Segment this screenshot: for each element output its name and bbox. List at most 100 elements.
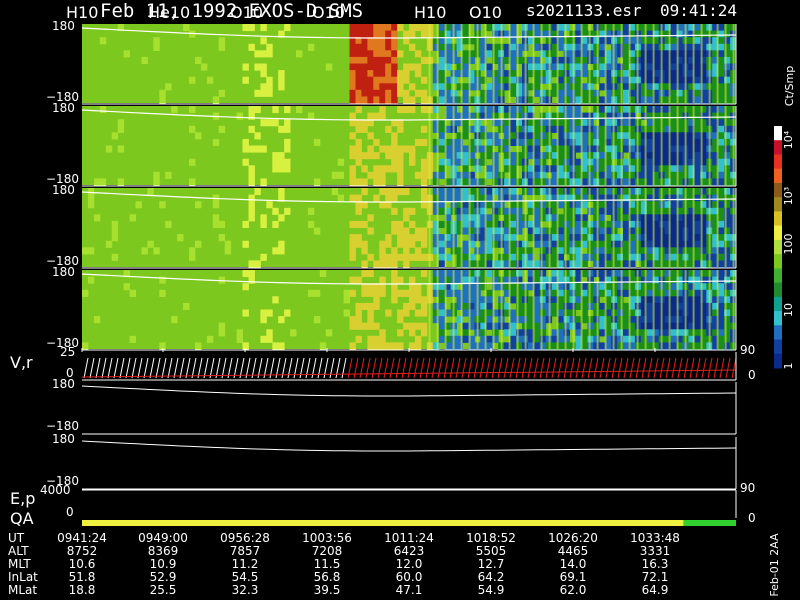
ephemeris-value: 12.7 bbox=[478, 557, 505, 571]
line-panel-2 bbox=[81, 437, 737, 490]
colorbar-segment bbox=[774, 225, 782, 241]
colorbar-segment bbox=[774, 126, 782, 141]
spectrogram-panel-1 bbox=[81, 24, 737, 105]
colorbar-segment bbox=[774, 254, 782, 269]
colorbar-segment bbox=[774, 211, 782, 227]
y-tick-max: 180 bbox=[52, 265, 75, 279]
colorbar-segment bbox=[774, 197, 782, 212]
pitch-angle-trace bbox=[81, 27, 737, 39]
ephemeris-value: 18.8 bbox=[69, 583, 96, 597]
ephemeris-value: 0956:28 bbox=[220, 531, 270, 545]
qa-bar-yellow bbox=[82, 520, 684, 526]
spectrogram-panel-2 bbox=[81, 106, 737, 187]
ephemeris-value: 54.5 bbox=[232, 570, 259, 584]
ephemeris-value: 1003:56 bbox=[302, 531, 352, 545]
ephemeris-value: 1026:20 bbox=[548, 531, 598, 545]
ephemeris-value: 3331 bbox=[640, 544, 671, 558]
colorbar-segment bbox=[774, 239, 782, 255]
ephemeris-value: 11.2 bbox=[232, 557, 259, 571]
svg-text:H10: H10 bbox=[66, 3, 98, 22]
svg-text:H10: H10 bbox=[414, 3, 446, 22]
y-tick-min: −180 bbox=[46, 172, 79, 186]
energy-tick: 4000 bbox=[40, 483, 71, 497]
ephemeris-value: 25.5 bbox=[150, 583, 177, 597]
colorbar-segment bbox=[774, 268, 782, 284]
ephemeris-value: 56.8 bbox=[314, 570, 341, 584]
ephemeris-value: 4465 bbox=[558, 544, 589, 558]
ephemeris-value: 5505 bbox=[476, 544, 507, 558]
line-y-tick-max: 180 bbox=[52, 432, 75, 446]
y-tick-min: −180 bbox=[46, 90, 79, 104]
line-y-tick-min: −180 bbox=[46, 419, 79, 433]
ephemeris-value: 62.0 bbox=[560, 583, 587, 597]
line-y-tick-min: −180 bbox=[46, 474, 79, 488]
ephemeris-value: 0941:24 bbox=[57, 531, 107, 545]
ephemeris-value: 1033:48 bbox=[630, 531, 680, 545]
ephemeris-value: 51.8 bbox=[69, 570, 96, 584]
velocity-right-tick: 0 bbox=[748, 368, 756, 382]
ephemeris-value: 64.9 bbox=[642, 583, 669, 597]
colorbar-tick: 10 bbox=[782, 303, 795, 317]
spectrogram-panel-4 bbox=[81, 270, 737, 351]
energy-right-tick: 90 bbox=[740, 481, 755, 495]
colorbar-tick: 10³ bbox=[782, 187, 795, 205]
energy-tick: 0 bbox=[66, 505, 74, 519]
footer-label: Feb-01 2AA bbox=[768, 533, 781, 597]
line-y-tick-max: 180 bbox=[52, 377, 75, 391]
ephemeris-value: 0949:00 bbox=[138, 531, 188, 545]
colorbar-segment bbox=[774, 296, 782, 312]
colorbar-segment bbox=[774, 168, 782, 184]
ephemeris-value: 10.6 bbox=[69, 557, 96, 571]
qa-label: QA bbox=[10, 509, 34, 528]
energy-right-tick: 0 bbox=[748, 511, 756, 525]
colorbar-segment bbox=[774, 353, 782, 369]
velocity-right-tick: 90 bbox=[740, 343, 755, 357]
ephemeris-value: 69.1 bbox=[560, 570, 587, 584]
y-tick-min: −180 bbox=[46, 254, 79, 268]
velocity-label: V,r bbox=[10, 353, 33, 372]
y-tick-max: 180 bbox=[52, 183, 75, 197]
ephemeris-value: 6423 bbox=[394, 544, 425, 558]
colorbar-tick: 100 bbox=[782, 234, 795, 255]
ephemeris-value: 54.9 bbox=[478, 583, 505, 597]
ephemeris-value: 7857 bbox=[230, 544, 261, 558]
colorbar-tick: 1 bbox=[782, 363, 795, 370]
plot-title: Feb 11, 1992 EXOS-D SMS bbox=[100, 0, 363, 22]
ephemeris-row-name: MLat bbox=[8, 583, 37, 597]
ephemeris-value: 47.1 bbox=[396, 583, 423, 597]
y-tick-max: 180 bbox=[52, 19, 75, 33]
ephemeris-value: 10.9 bbox=[150, 557, 177, 571]
ephemeris-value: 16.3 bbox=[642, 557, 669, 571]
colorbar-segment bbox=[774, 311, 782, 326]
pitch-angle-trace bbox=[81, 273, 737, 285]
colorbar-segment bbox=[774, 325, 782, 340]
y-tick-min: −180 bbox=[46, 336, 79, 350]
header-time: 09:41:24 bbox=[660, 1, 737, 20]
velocity-tick: 0 bbox=[66, 366, 74, 380]
colorbar-segment bbox=[774, 182, 782, 198]
ephemeris-value: 8369 bbox=[148, 544, 179, 558]
ephemeris-value: 32.3 bbox=[232, 583, 259, 597]
file-name: s2021133.esr bbox=[526, 1, 642, 20]
ephemeris-row-name: MLT bbox=[8, 557, 31, 571]
energy-label: E,p bbox=[10, 489, 35, 508]
ephemeris-value: 1011:24 bbox=[384, 531, 434, 545]
line-trace bbox=[81, 385, 737, 397]
colorbar-segment bbox=[774, 154, 782, 170]
ephemeris-row-name: UT bbox=[8, 531, 25, 545]
colorbar-segment bbox=[774, 339, 782, 355]
ephemeris-value: 72.1 bbox=[642, 570, 669, 584]
colorbar-segment bbox=[774, 140, 782, 155]
ephemeris-value: 39.5 bbox=[314, 583, 341, 597]
spectrogram-panel-3 bbox=[81, 188, 737, 269]
y-tick-max: 180 bbox=[52, 101, 75, 115]
ephemeris-value: 7208 bbox=[312, 544, 343, 558]
ephemeris-value: 8752 bbox=[67, 544, 98, 558]
ephemeris-row-name: InLat bbox=[8, 570, 38, 584]
svg-text:He10: He10 bbox=[148, 3, 190, 22]
line-trace bbox=[81, 440, 737, 452]
ephemeris-value: 52.9 bbox=[150, 570, 177, 584]
qa-bar-green bbox=[683, 520, 736, 526]
pitch-angle-trace bbox=[81, 191, 737, 203]
